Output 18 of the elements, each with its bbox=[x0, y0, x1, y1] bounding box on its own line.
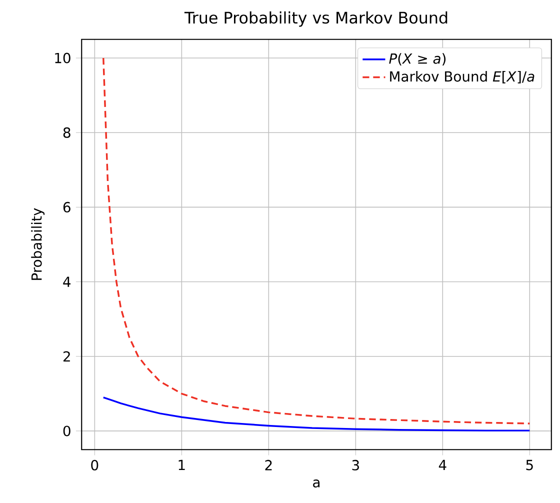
x-axis-title: a bbox=[313, 479, 320, 488]
y-tick-label: 10 bbox=[55, 52, 70, 64]
y-tick-label: 8 bbox=[63, 127, 70, 138]
y-tick-label: 6 bbox=[63, 202, 70, 212]
line-series bbox=[102, 396, 531, 432]
y-tick-label: 2 bbox=[63, 351, 70, 362]
x-tick-label: 2 bbox=[265, 460, 272, 470]
x-tick-label: 1 bbox=[178, 460, 185, 470]
x-tick-label: 5 bbox=[526, 460, 533, 470]
y-axis-title: Probability bbox=[31, 208, 45, 280]
x-tick-label: 3 bbox=[352, 460, 359, 470]
legend-label: Markov Bound E[X]/a bbox=[390, 70, 534, 84]
legend-label: P(X ≥ a) bbox=[389, 53, 446, 66]
y-tick-label: 4 bbox=[63, 276, 71, 287]
y-tick-label: 0 bbox=[63, 426, 70, 436]
chart-title: True Probability vs Markov Bound bbox=[184, 11, 448, 27]
x-tick-label: 0 bbox=[91, 460, 98, 470]
x-tick-label: 4 bbox=[438, 460, 446, 470]
